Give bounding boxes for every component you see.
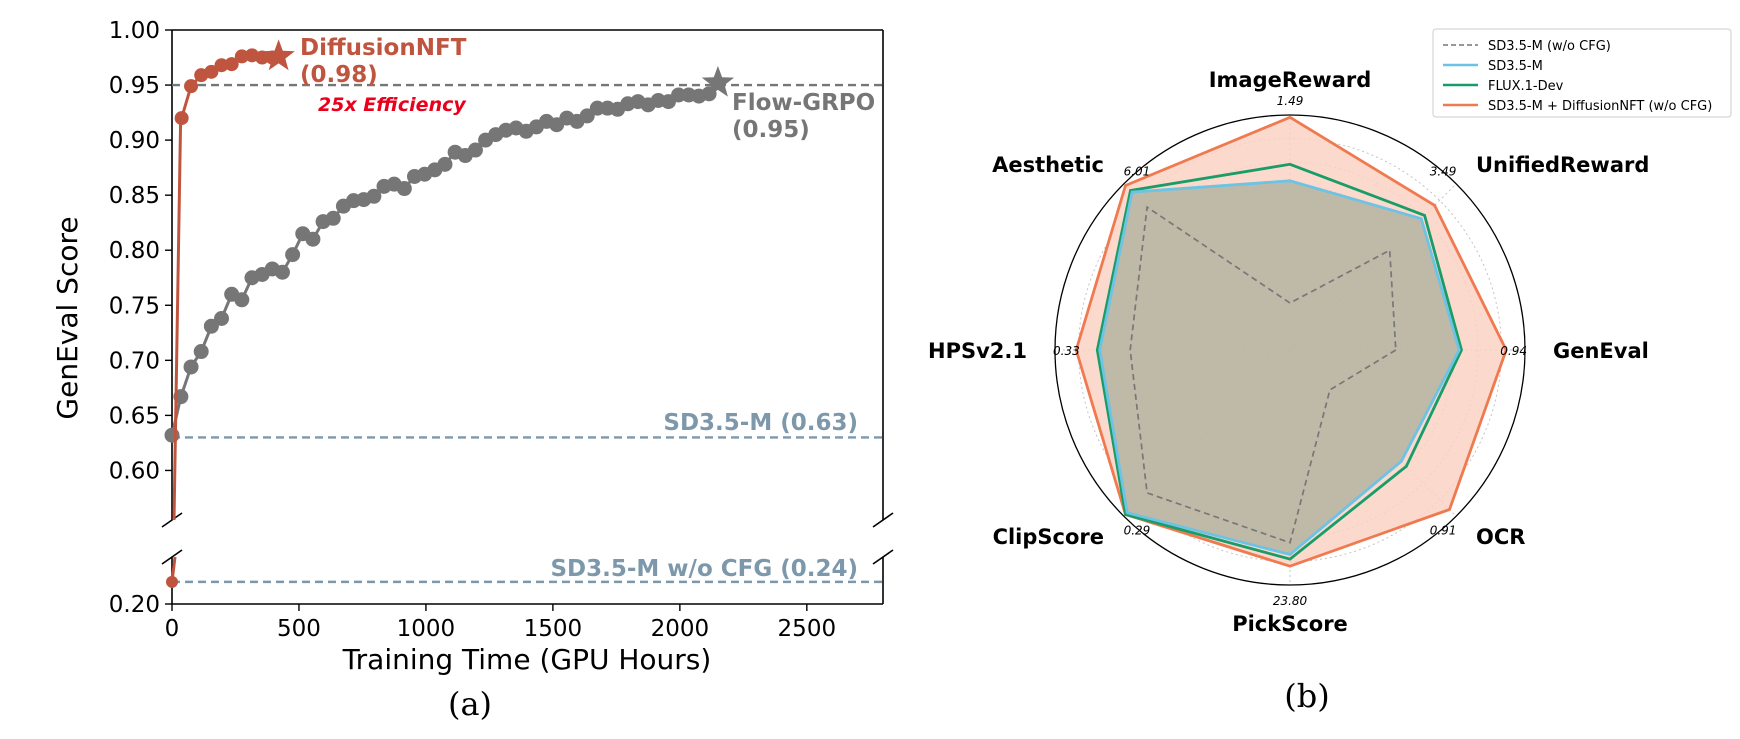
y-tick-label: 0.60 [109,458,160,484]
radar-axis-label: OCR [1476,525,1525,549]
nft-rise-line [172,118,183,521]
grpo-point [325,210,341,226]
baselines [172,83,883,584]
radar-axis-max-label: 0.33 [1053,344,1080,358]
y-tick-label: 0.75 [109,293,160,319]
panel-b-caption: (b) [1284,677,1329,715]
legend-label: SD3.5-M [1488,59,1543,74]
nft-point [184,79,199,94]
y-tick-label: 0.95 [109,73,160,99]
y-tick-label: 1.00 [109,18,160,44]
nft-value-label: (0.98) [300,62,378,88]
radar-axis-label: ClipScore [993,525,1104,549]
radar-axis-max-label: 6.01 [1124,165,1151,179]
series [164,39,735,588]
nft-point [224,57,239,72]
radar-axis-label: UnifiedReward [1476,153,1649,177]
grpo-point [274,264,290,280]
y-tick-label: 0.65 [109,403,160,429]
grpo-point [183,359,199,375]
radar-polygon-radar_flux [1095,162,1463,561]
nft-point [174,111,189,126]
y-tick-label: 0.85 [109,183,160,209]
panel-b-radar-chart: GenEval 0.94 OCR 0.91 PickScore 23.80 ClipScor… [928,28,1732,715]
x-tick-label: 1500 [524,616,583,642]
nft-point [255,50,270,65]
nft-name-label: DiffusionNFT [300,35,467,61]
nft-point [166,575,178,588]
radar-axis-label: ImageReward [1209,68,1372,92]
legend: SD3.5-M (w/o CFG) SD3.5-M FLUX.1-Dev SD3.5-… [1432,28,1732,118]
radar-axis-labels: GenEval 0.94 OCR 0.91 PickScore 23.80 ClipScor… [928,68,1649,636]
grpo-point [396,181,412,197]
grpo-point [437,156,453,172]
panel-a-line-chart: 1.00 0.95 0.90 0.85 0.80 0.75 0.70 0.65 0.60 0.20… [51,18,894,723]
axis-break-mark-right-lower [872,549,894,565]
x-tick-label: 2500 [778,616,837,642]
grpo-point [164,427,180,443]
grpo-point [285,247,301,263]
radar-polygon-radar_sd35 [1098,179,1461,557]
nft-point [234,49,249,64]
grpo-point [366,188,382,204]
radar-axis-max-label: 3.49 [1430,165,1457,179]
grpo-point [467,142,483,158]
radar-axis-max-label: 1.49 [1277,94,1304,108]
nft-point [214,58,229,73]
wo-cfg-baseline-label: SD3.5-M w/o CFG (0.24) [550,556,858,582]
legend-label: FLUX.1-Dev [1488,79,1564,94]
radar-outer-ring [1054,114,1526,586]
y-tick-label: 0.80 [109,238,160,264]
grpo-point [234,292,250,308]
nft-point [204,64,219,79]
y-axis-label: GenEval Score [51,216,84,419]
radar-axis-max-label: 23.80 [1273,594,1308,608]
grpo-value-label: (0.95) [732,117,810,143]
nft-final-star [262,39,295,71]
grpo-point [203,318,219,334]
y-tick-label: 0.90 [109,128,160,154]
radar-axis-max-label: 0.29 [1124,523,1151,537]
radar-axis-label: HPSv2.1 [928,339,1027,363]
legend-label: SD3.5-M (w/o CFG) [1488,39,1611,54]
x-axis-label: Training Time (GPU Hours) [342,643,712,676]
grpo-final-star [701,65,735,97]
grpo-point [305,231,321,247]
axis-break-mark-left-lower [161,549,183,565]
x-ticks: 0 500 1000 1500 2000 2500 [165,604,836,642]
radar-axis-max-label: 0.91 [1430,523,1457,537]
x-tick-label: 500 [277,616,321,642]
radar-axis-label: GenEval [1553,339,1649,363]
grpo-point [579,108,595,124]
radar-axis-label: Aesthetic [992,153,1104,177]
axis-break-mark-right-upper [872,512,894,528]
grpo-point [214,310,230,326]
legend-label: SD3.5-M + DiffusionNFT (w/o CFG) [1488,99,1712,114]
x-tick-label: 1000 [397,616,456,642]
radar-series [1074,115,1508,568]
axis-break-mark-left-upper [161,512,183,528]
sd35-baseline-label: SD3.5-M (0.63) [663,410,858,436]
panel-a-caption: (a) [448,685,492,723]
grpo-point [193,344,209,360]
efficiency-label: 25x Efficiency [318,94,467,116]
radar-axis-label: PickScore [1232,612,1348,636]
x-tick-label: 2000 [651,616,710,642]
radar-polygon-radar_wo_cfg [1129,205,1397,544]
grpo-name-label: Flow-GRPO [732,90,875,116]
legend-box [1432,28,1732,118]
series-line-grpo [170,81,720,436]
y-ticks: 1.00 0.95 0.90 0.85 0.80 0.75 0.70 0.65 0.60 0.20 [109,18,172,618]
y-tick-label: 0.20 [109,592,160,618]
radar-axis-max-label: 0.94 [1500,344,1527,358]
x-tick-label: 0 [165,616,180,642]
y-tick-label: 0.70 [109,348,160,374]
